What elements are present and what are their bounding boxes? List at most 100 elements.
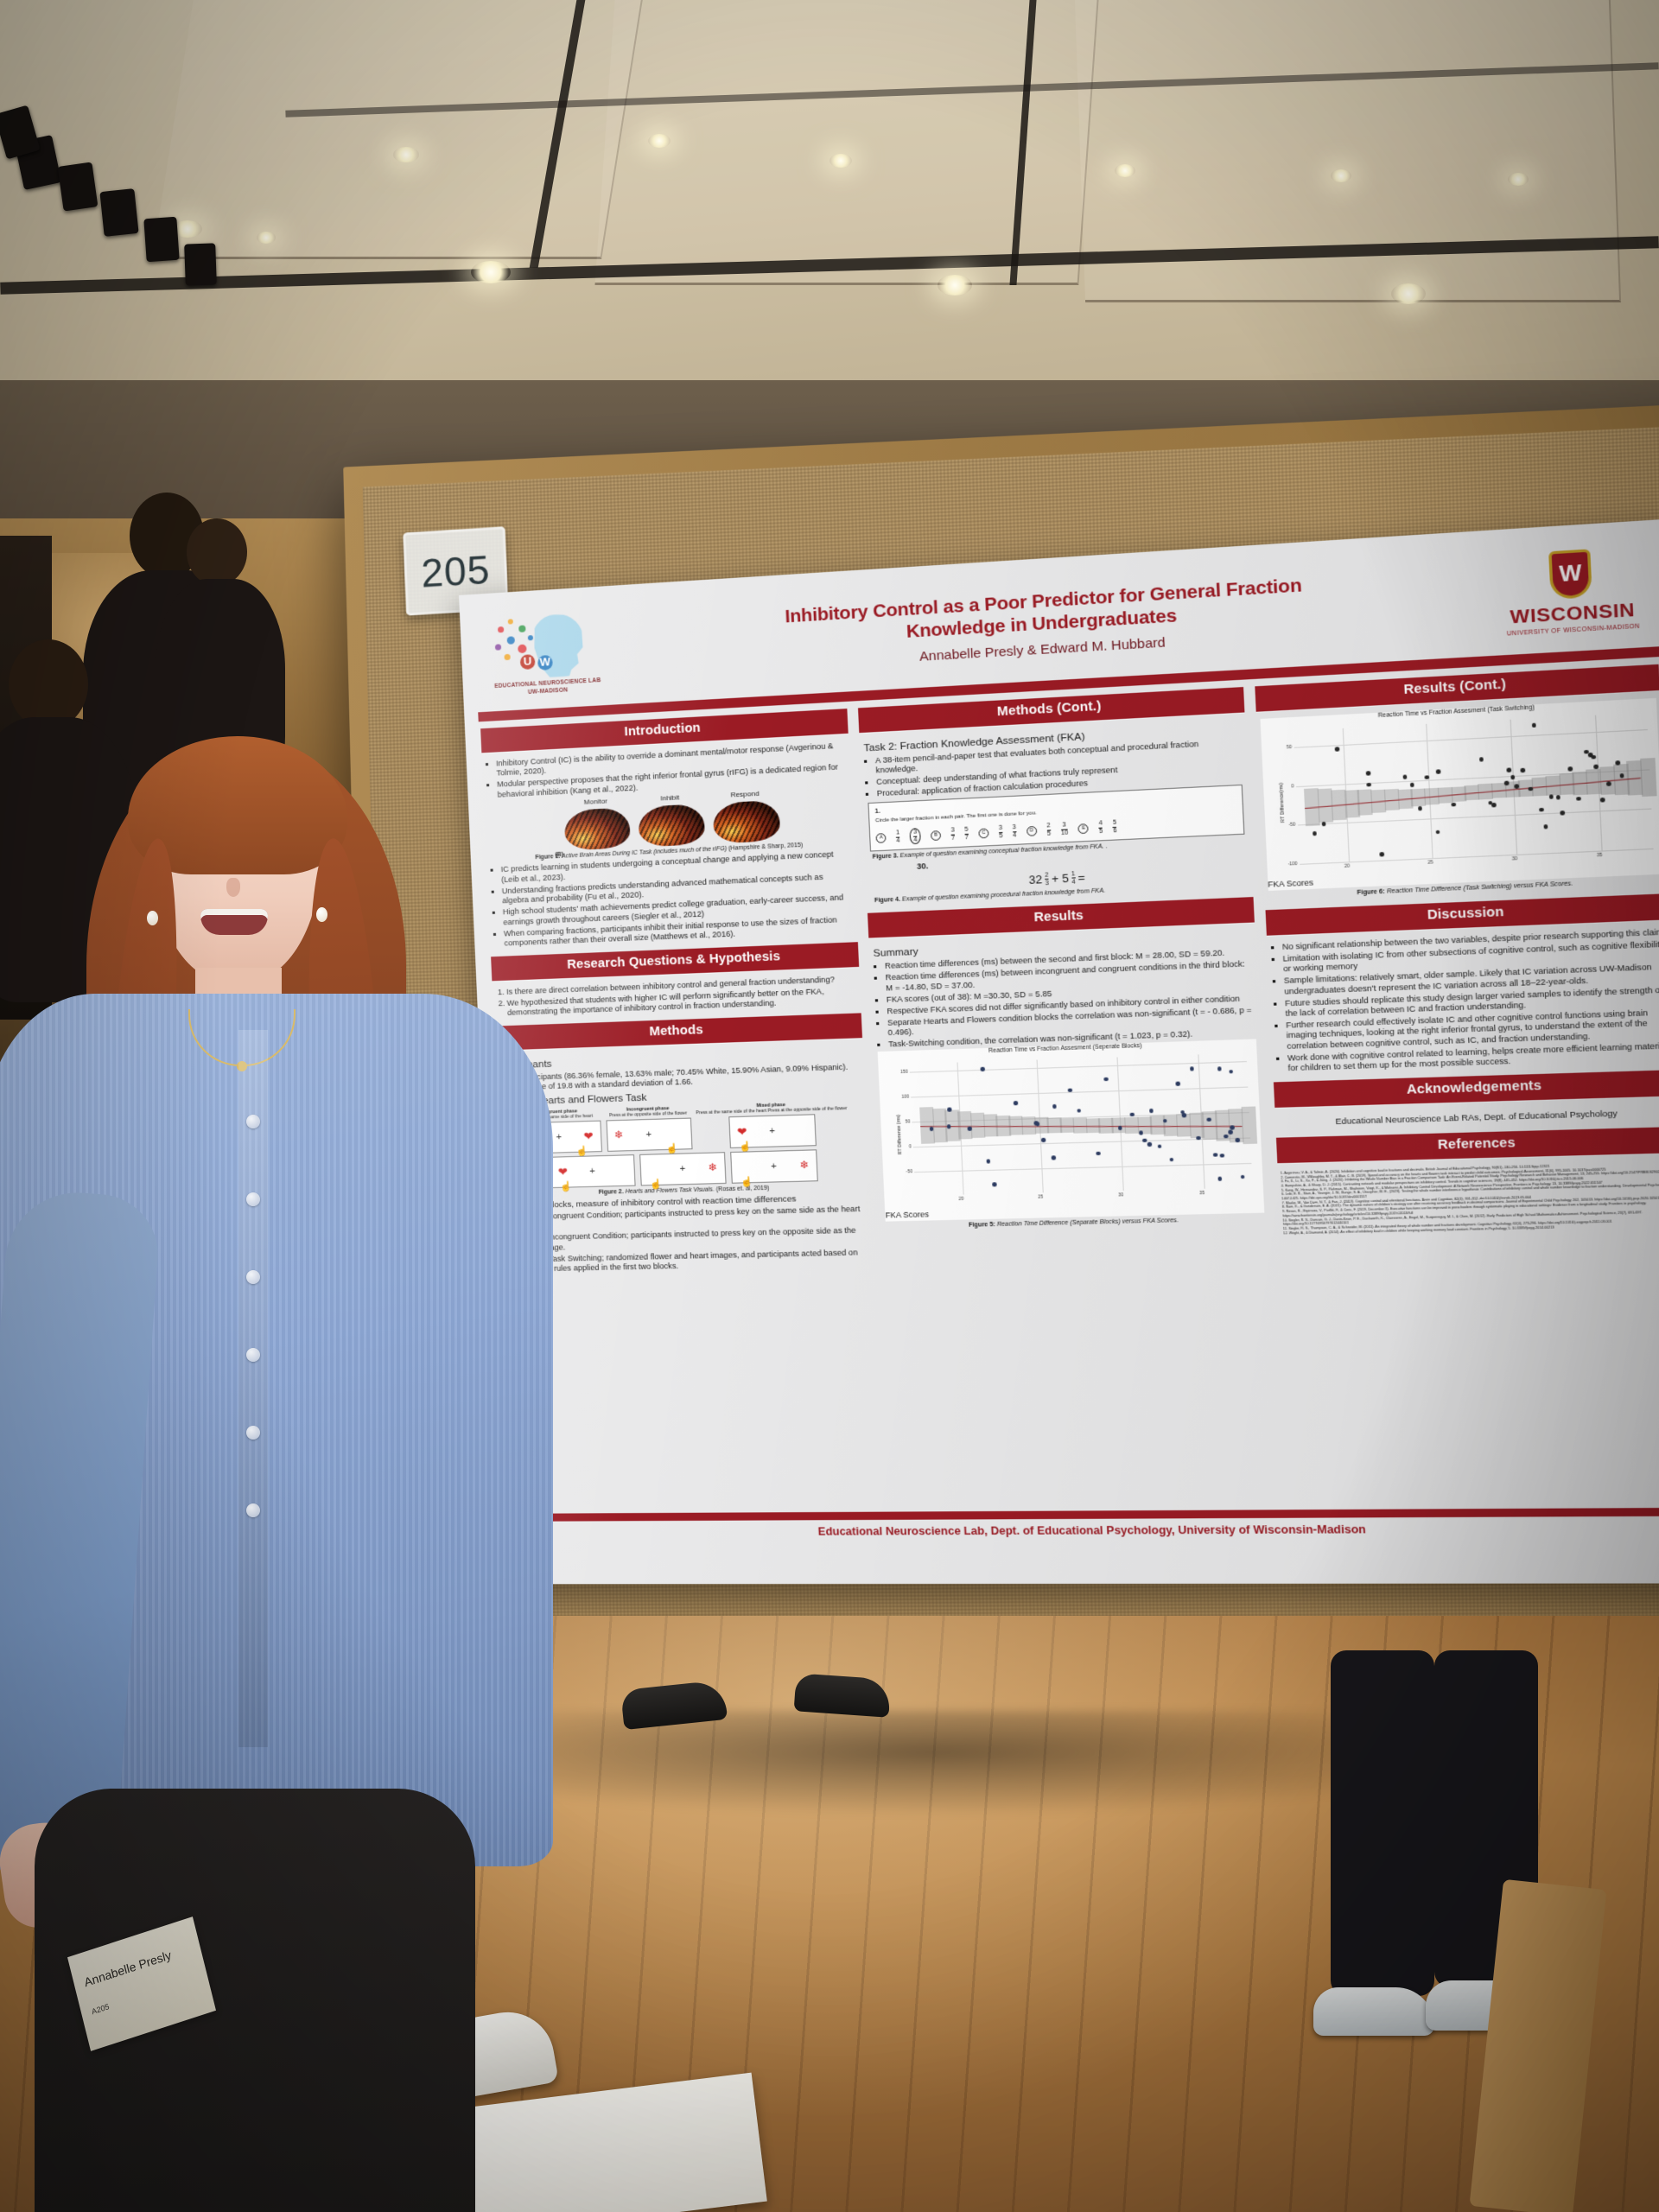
references-list: 1. Avgerinou, V. A., & Tolmie, A. (2020)…: [1277, 1160, 1659, 1236]
choice-label: B: [931, 830, 942, 841]
data-point: [1576, 796, 1581, 801]
poster-column-middle: Methods (Cont.) Task 2: Fraction Knowled…: [858, 687, 1281, 1508]
data-point: [1052, 1103, 1058, 1109]
nose: [226, 878, 240, 897]
data-point: [1040, 1138, 1046, 1143]
cardigan-button: [246, 1192, 260, 1206]
attendee-legs-center: [620, 1668, 907, 1823]
heart-icon: ❤: [736, 1124, 747, 1139]
data-point: [1491, 803, 1497, 808]
task-stimulus-box: + ❄ ☝: [606, 1117, 693, 1154]
data-point: [1514, 784, 1520, 789]
brain-label: Inhibit: [660, 793, 680, 803]
data-point: [1117, 1126, 1122, 1131]
results-bullets: Reaction time differences (ms) between t…: [885, 947, 1256, 1050]
cardigan-button: [246, 1270, 260, 1284]
data-point: [1175, 1081, 1180, 1086]
x-tick-label: 30: [1118, 1192, 1124, 1199]
y-tick-label: 150: [899, 1069, 909, 1075]
cardigan-button: [246, 1115, 260, 1128]
x-tick-label: 20: [958, 1197, 964, 1203]
data-point: [1435, 830, 1440, 835]
data-point: [1103, 1077, 1109, 1082]
data-point: [1365, 771, 1371, 776]
data-point: [1366, 782, 1371, 787]
data-point: [1147, 1142, 1153, 1147]
uw-madison-logo: W WISCONSIN UNIVERSITY OF WISCONSIN-MADI…: [1491, 545, 1653, 639]
x-tick-label: 35: [1596, 853, 1603, 859]
flower-icon: ❄: [613, 1128, 624, 1142]
data-point: [947, 1107, 952, 1112]
fixation-cross-icon: +: [770, 1161, 778, 1173]
hand-pointer-icon: ☝: [650, 1179, 663, 1191]
data-point: [1548, 794, 1554, 799]
discussion-bullets: No significant relationship between the …: [1282, 927, 1659, 1074]
data-point: [1196, 1135, 1201, 1141]
task-stimulus-box: + ❄ ☝: [729, 1149, 818, 1188]
data-point: [1506, 767, 1512, 772]
data-point: [1217, 1066, 1223, 1071]
cardigan-button: [246, 1503, 260, 1517]
poster-footer: Educational Neuroscience Lab, Dept. of E…: [514, 1516, 1659, 1546]
figure3-caption-label: Figure 3.: [872, 853, 899, 861]
data-point: [1543, 823, 1548, 830]
fraction: 3 10: [1060, 822, 1069, 837]
flower-icon: ❄: [799, 1159, 810, 1173]
figure2-caption-label: Figure 2.: [598, 1189, 624, 1197]
data-point: [1067, 1088, 1072, 1093]
data-point: [1096, 1151, 1101, 1156]
task-stimulus-box: + ❄ ☝: [639, 1152, 727, 1190]
y-tick-label: -50: [906, 1168, 913, 1174]
data-point: [1014, 1101, 1019, 1105]
data-point: [1334, 747, 1340, 752]
figure2-caption-text: Hearts and Flowers Task Visuals.: [625, 1186, 715, 1196]
choice-label: A: [875, 832, 887, 843]
earring-right: [316, 907, 327, 922]
x-tick-label: 25: [1427, 860, 1433, 867]
x-tick-label: 35: [1199, 1191, 1205, 1197]
confidence-band: [1241, 1106, 1257, 1145]
data-point: [1560, 810, 1565, 816]
hand-pointer-icon: ☝: [741, 1177, 754, 1188]
figure5-caption-text: Reaction Time Difference (Separate Block…: [996, 1217, 1179, 1229]
data-point: [1142, 1138, 1147, 1143]
figure1-caption-source: (Hampshire & Sharp, 2015): [728, 842, 804, 852]
section-heading-references: References: [1275, 1127, 1659, 1164]
board-shadow: [372, 1711, 1495, 1815]
poster-column-right: Results (Cont.) Reaction Time vs Fractio…: [1254, 664, 1659, 1506]
flower-icon: ❄: [708, 1161, 718, 1174]
heart-icon: ❤: [583, 1129, 594, 1143]
data-point: [1206, 1117, 1211, 1122]
data-point: [1219, 1154, 1224, 1158]
confidence-band: [1640, 757, 1657, 797]
data-point: [1379, 852, 1385, 857]
data-point: [1451, 802, 1456, 807]
data-point: [992, 1182, 997, 1186]
data-point: [1213, 1153, 1218, 1158]
data-point: [1312, 831, 1317, 836]
data-point: [1539, 807, 1544, 812]
data-point: [1531, 722, 1537, 728]
data-point: [1606, 781, 1611, 786]
mouth-smiling: [200, 909, 268, 935]
data-point: [1189, 1066, 1194, 1071]
y-tick-label: -100: [1287, 861, 1298, 868]
cardigan-button: [246, 1426, 260, 1440]
task-stimulus-box: + ❤ ☝: [728, 1114, 817, 1153]
data-point: [1035, 1122, 1040, 1127]
y-tick-label: 0: [908, 1143, 912, 1150]
necklace-pendant: [237, 1061, 247, 1071]
data-point: [967, 1127, 972, 1131]
data-point: [929, 1127, 934, 1132]
data-point: [986, 1159, 991, 1164]
data-point: [1510, 774, 1516, 779]
x-tick-label: 25: [1038, 1194, 1044, 1201]
y-tick-label: 100: [901, 1094, 910, 1100]
figure6-chart: Reaction Time vs Fraction Assesment (Tas…: [1260, 697, 1659, 892]
